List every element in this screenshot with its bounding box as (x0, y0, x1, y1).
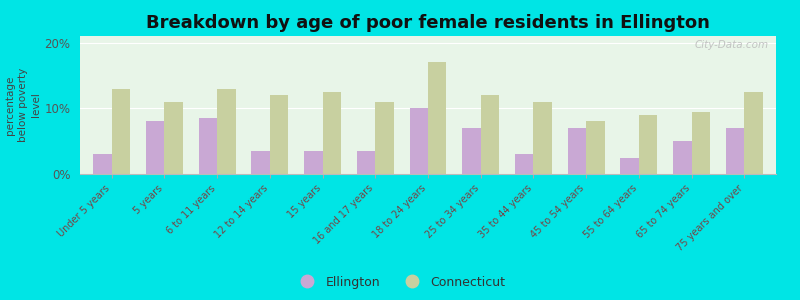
Bar (146, 122, 164, 174)
Bar (164, 102, 183, 174)
Bar (568, 128, 586, 174)
Bar (375, 102, 394, 174)
Bar (357, 151, 375, 174)
Title: Breakdown by age of poor female residents in Ellington: Breakdown by age of poor female resident… (146, 14, 710, 32)
Y-axis label: percentage
below poverty
level: percentage below poverty level (5, 68, 42, 142)
Bar (621, 158, 639, 174)
Bar (692, 112, 710, 174)
Bar (428, 62, 446, 174)
Text: City-Data.com: City-Data.com (695, 40, 769, 50)
Legend: Ellington, Connecticut: Ellington, Connecticut (290, 271, 510, 294)
Bar (410, 108, 428, 174)
Bar (673, 141, 692, 174)
Bar (217, 88, 235, 174)
Bar (726, 128, 744, 174)
Bar (322, 92, 341, 174)
Bar (534, 102, 552, 174)
Bar (251, 151, 270, 174)
Bar (93, 154, 112, 174)
Bar (744, 92, 763, 174)
Bar (481, 95, 499, 174)
Bar (270, 95, 288, 174)
Bar (639, 115, 658, 174)
Bar (462, 128, 481, 174)
Bar (198, 118, 217, 174)
Bar (515, 154, 534, 174)
Bar (304, 151, 322, 174)
Bar (586, 122, 605, 174)
Bar (112, 88, 130, 174)
